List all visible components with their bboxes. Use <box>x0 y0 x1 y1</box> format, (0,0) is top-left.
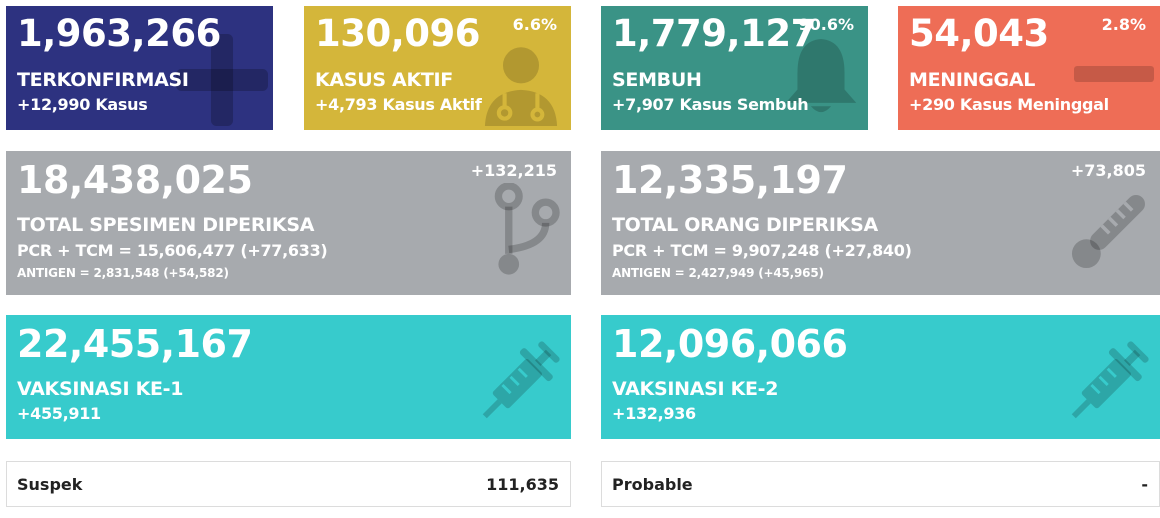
active-card: 130,096 6.6% KASUS AKTIF +4,793 Kasus Ak… <box>304 6 571 130</box>
confirmed-label: TERKONFIRMASI <box>17 69 189 91</box>
death-delta: +290 Kasus Meninggal <box>909 95 1109 114</box>
specimen-label: TOTAL SPESIMEN DIPERIKSA <box>17 214 315 236</box>
vaccination-second-card: 12,096,066 VAKSINASI KE-2 +132,936 <box>601 315 1160 439</box>
confirmed-card: 1,963,266 TERKONFIRMASI +12,990 Kasus <box>6 6 273 130</box>
doctor-icon <box>484 47 558 126</box>
bell-icon <box>785 39 857 113</box>
recovered-card: 1,779,127 90.6% SEMBUH +7,907 Kasus Semb… <box>601 6 868 130</box>
active-percent: 6.6% <box>512 15 557 34</box>
people-antigen: ANTIGEN = 2,427,949 (+45,965) <box>612 266 824 280</box>
vaccination-first-delta: +455,911 <box>17 404 101 423</box>
people-delta: +73,805 <box>1070 161 1146 180</box>
death-card: 54,043 2.8% MENINGGAL +290 Kasus Meningg… <box>898 6 1160 130</box>
plus-icon <box>176 34 268 126</box>
specimen-antigen: ANTIGEN = 2,831,548 (+54,582) <box>17 266 229 280</box>
syringe-icon <box>482 341 560 419</box>
active-value: 130,096 <box>315 12 481 55</box>
recovered-percent: 90.6% <box>798 15 854 34</box>
people-pcr: PCR + TCM = 9,907,248 (+27,840) <box>612 241 912 260</box>
recovered-label: SEMBUH <box>612 69 702 91</box>
confirmed-value: 1,963,266 <box>17 12 221 55</box>
active-label: KASUS AKTIF <box>315 69 453 91</box>
recovered-delta: +7,907 Kasus Sembuh <box>612 95 809 114</box>
suspect-value: 111,635 <box>486 475 559 494</box>
thermometer-icon <box>1071 194 1146 269</box>
vaccination-second-value: 12,096,066 <box>612 322 848 366</box>
probable-value: - <box>1141 475 1148 494</box>
syringe-icon <box>1071 341 1149 419</box>
suspect-row: Suspek 111,635 <box>6 461 571 507</box>
people-value: 12,335,197 <box>612 158 848 202</box>
people-label: TOTAL ORANG DIPERIKSA <box>612 214 878 236</box>
recovered-value: 1,779,127 <box>612 12 816 55</box>
death-percent: 2.8% <box>1101 15 1146 34</box>
death-label: MENINGGAL <box>909 69 1036 91</box>
branch-icon <box>494 183 560 275</box>
vaccination-first-card: 22,455,167 VAKSINASI KE-1 +455,911 <box>6 315 571 439</box>
specimen-value: 18,438,025 <box>17 158 253 202</box>
probable-label: Probable <box>612 475 693 494</box>
vaccination-first-value: 22,455,167 <box>17 322 253 366</box>
specimen-card: 18,438,025 +132,215 TOTAL SPESIMEN DIPER… <box>6 151 571 295</box>
vaccination-second-delta: +132,936 <box>612 404 696 423</box>
vaccination-first-label: VAKSINASI KE-1 <box>17 378 184 400</box>
active-delta: +4,793 Kasus Aktif <box>315 95 482 114</box>
people-card: 12,335,197 +73,805 TOTAL ORANG DIPERIKSA… <box>601 151 1160 295</box>
confirmed-delta: +12,990 Kasus <box>17 95 148 114</box>
minus-icon <box>1074 66 1154 82</box>
death-value: 54,043 <box>909 12 1049 55</box>
specimen-pcr: PCR + TCM = 15,606,477 (+77,633) <box>17 241 328 260</box>
probable-row: Probable - <box>601 461 1160 507</box>
vaccination-second-label: VAKSINASI KE-2 <box>612 378 779 400</box>
specimen-delta: +132,215 <box>470 161 557 180</box>
suspect-label: Suspek <box>17 475 83 494</box>
